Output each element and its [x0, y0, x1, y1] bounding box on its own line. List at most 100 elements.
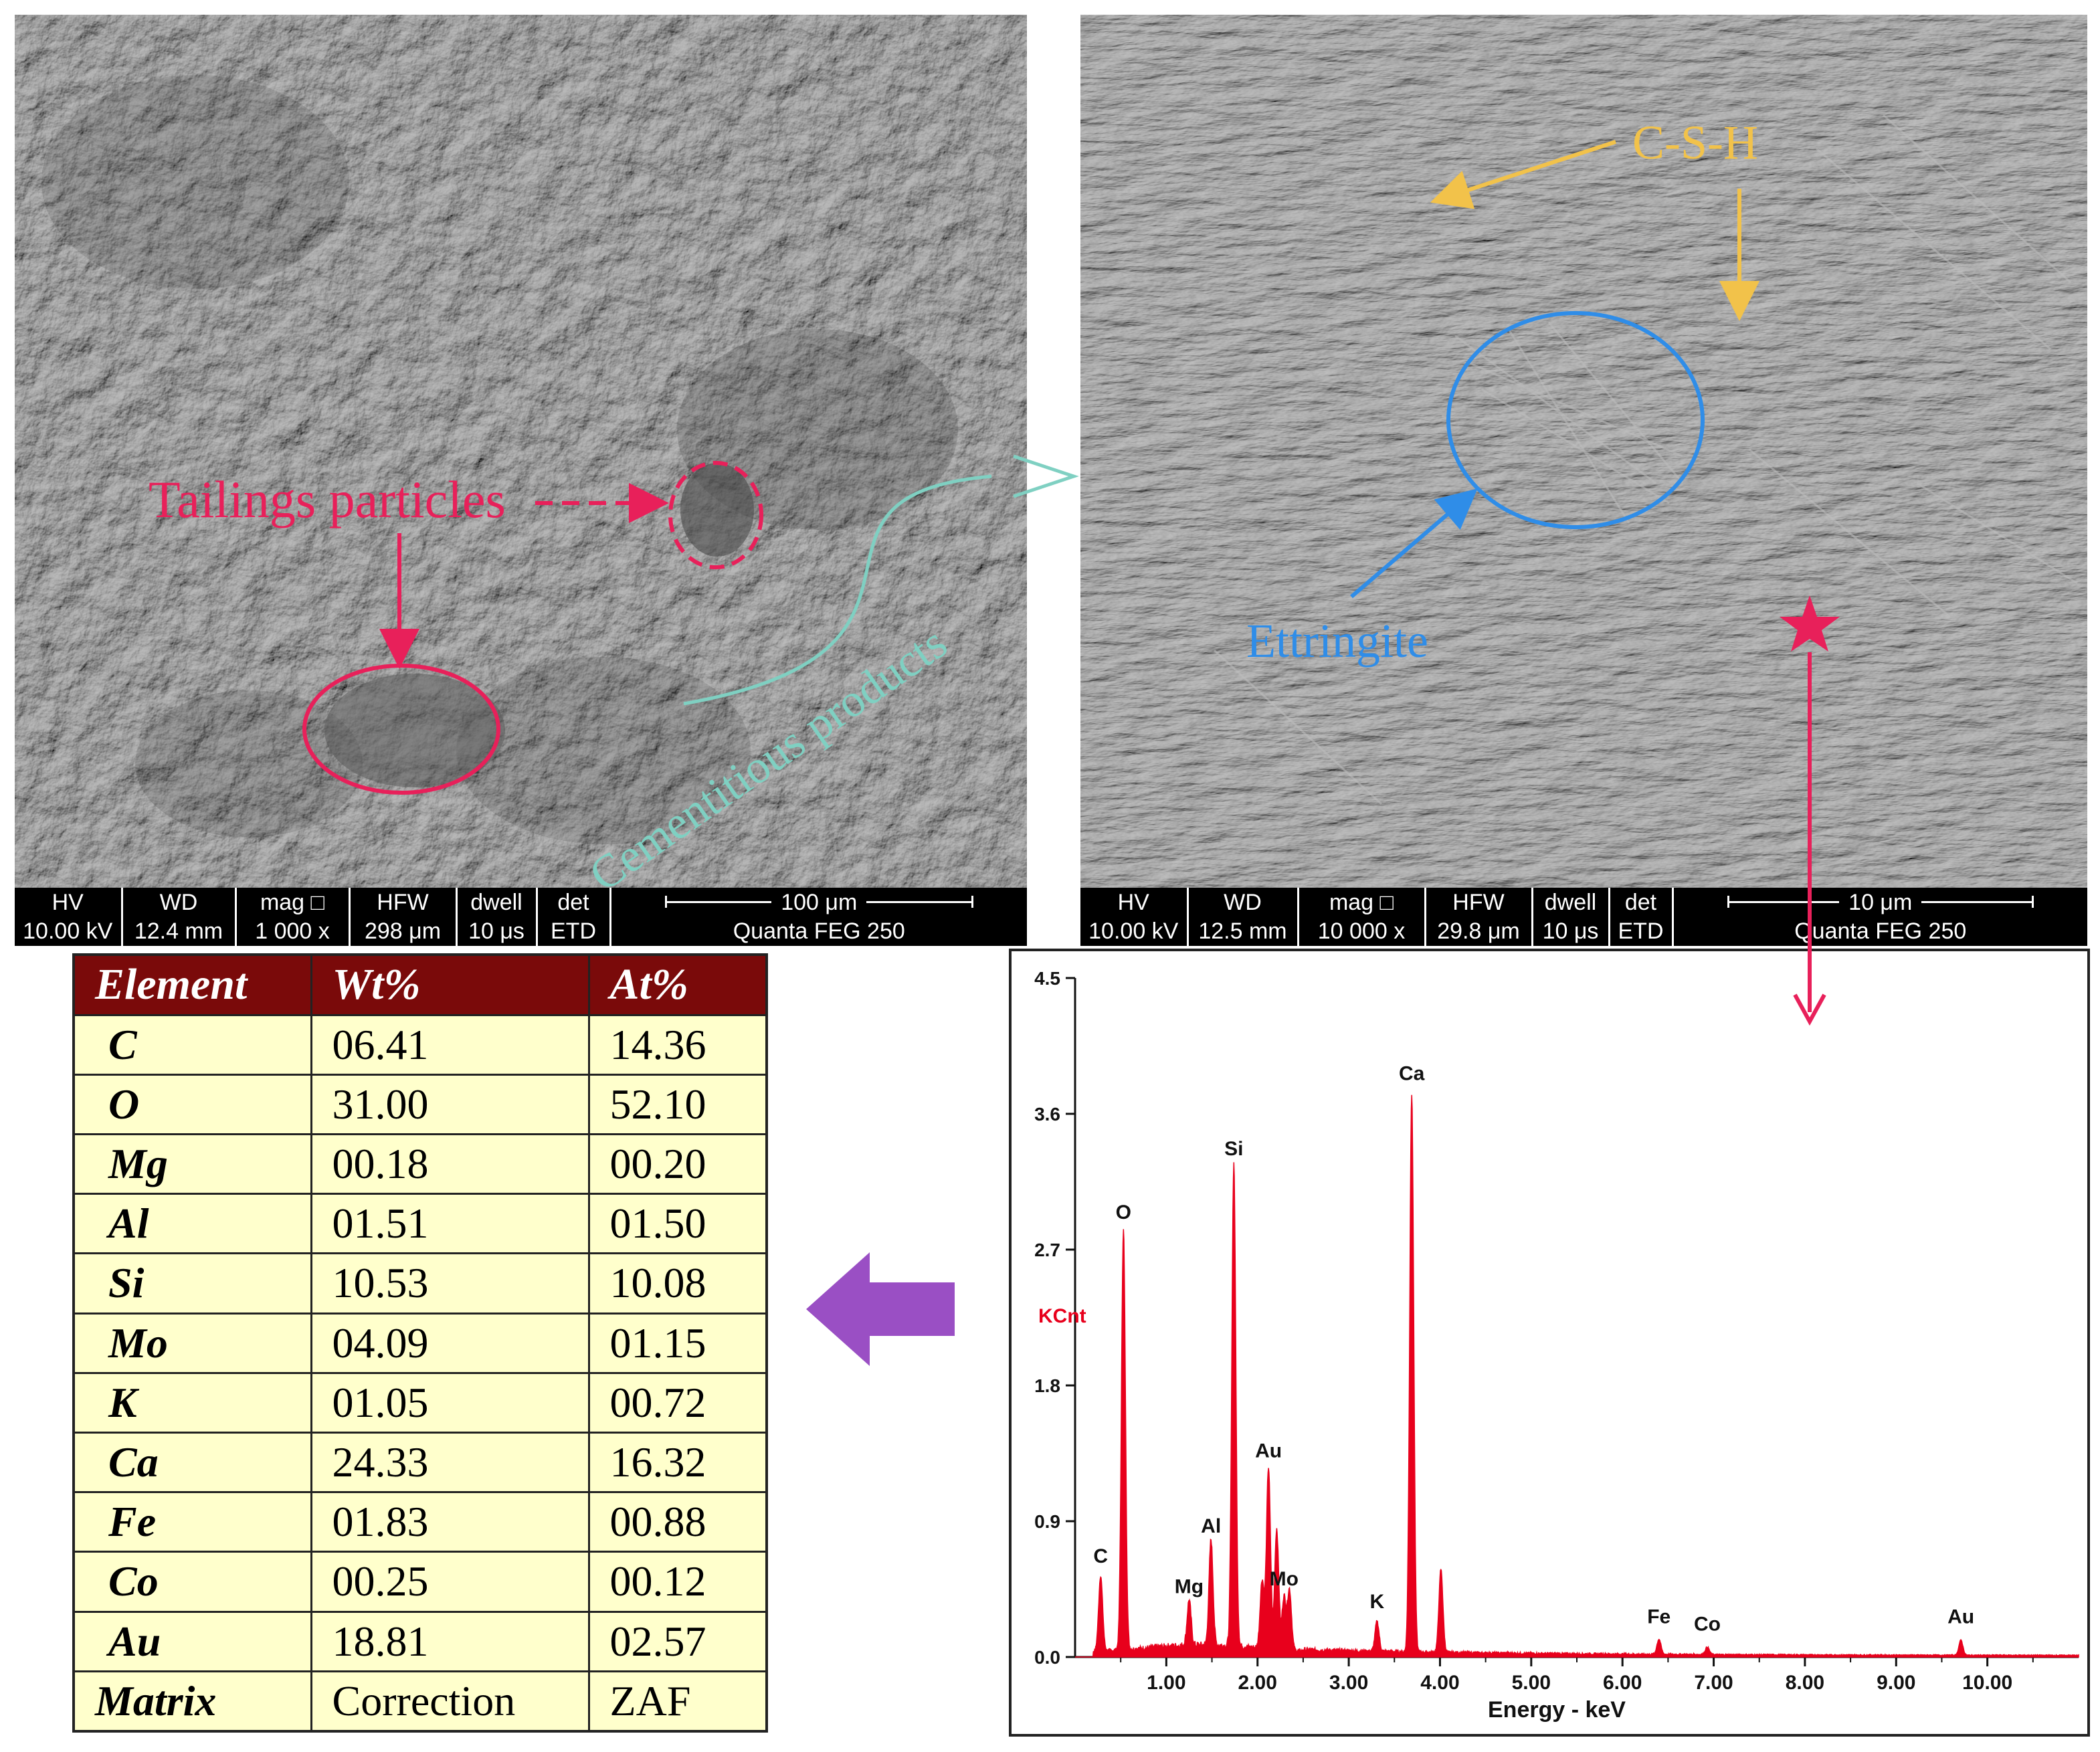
infobar-value-mag: 10 000 x [1298, 916, 1426, 946]
scale-bar-label: 10 μm [1839, 889, 1922, 915]
cell-at: 01.50 [587, 1193, 768, 1255]
cell-element: K [72, 1371, 312, 1434]
cell-wt: 01.83 [310, 1491, 590, 1553]
scale-bar-label: 100 μm [771, 889, 867, 915]
cell-at: 00.20 [587, 1133, 768, 1195]
infobar-header-wd: WD [122, 888, 237, 917]
cell-wt: 10.53 [310, 1252, 590, 1315]
annotation-layer-left [302, 461, 992, 795]
sem-micrograph-left [15, 15, 1027, 888]
cell-element: O [72, 1073, 312, 1135]
peak-label-c: C [1093, 1545, 1108, 1567]
infobar-header-det: det [537, 888, 611, 917]
scale-bar: 10 μm [1673, 888, 2087, 917]
csh-arrow-left [1430, 140, 1616, 209]
footer-cell: Matrix [72, 1670, 312, 1733]
table-row: Mg 00.18 00.20 [72, 1133, 768, 1195]
cell-at: 02.57 [587, 1610, 768, 1672]
infobar-value-mag: 1 000 x [235, 916, 351, 946]
table-header-row: Element Wt% At% [72, 953, 768, 1016]
y-tick-label: 4.5 [1034, 968, 1060, 989]
cell-element: Fe [72, 1491, 312, 1553]
peak-label-ca: Ca [1399, 1062, 1425, 1084]
cell-at: 14.36 [587, 1013, 768, 1076]
cell-element: Ca [72, 1431, 312, 1494]
ettringite-arrow [1350, 488, 1478, 599]
infobar-header-hv: HV [15, 888, 123, 917]
header-at: At% [587, 953, 768, 1016]
cell-at: 00.88 [587, 1491, 768, 1553]
table-footer-row: Matrix Correction ZAF [72, 1670, 768, 1733]
table-row: K 01.05 00.72 [72, 1371, 768, 1434]
cell-element: Mo [72, 1312, 312, 1374]
header-wt: Wt% [310, 953, 590, 1016]
infobar-header-det: det [1609, 888, 1674, 917]
scale-bar: 100 μm [610, 888, 1027, 917]
cell-at: 16.32 [587, 1431, 768, 1494]
cell-wt: 00.18 [310, 1133, 590, 1195]
infobar-value-hv: 10.00 kV [1080, 916, 1189, 946]
spectrum-series [1075, 1094, 2079, 1658]
infobar-value-hfw: 29.8 μm [1425, 916, 1533, 946]
footer-cell: ZAF [587, 1670, 768, 1733]
cell-at: 01.15 [587, 1312, 768, 1374]
sem-panel-left: Tailings particles Cementitious products… [15, 15, 1027, 946]
table-row: Ca 24.33 16.32 [72, 1431, 768, 1494]
large-particle-ellipse [302, 664, 500, 795]
ettringite-label: Ettringite [1246, 614, 1428, 668]
infobar-header-hv: HV [1080, 888, 1189, 917]
infobar-value-wd: 12.5 mm [1187, 916, 1299, 946]
tailings-particles-label: Tailings particles [149, 470, 506, 528]
panel-connector-arrowhead [1013, 454, 1079, 498]
cell-element: Si [72, 1252, 312, 1315]
x-tick-label: 9.00 [1877, 1672, 1915, 1694]
annotation-layer-right [1350, 140, 1840, 652]
infobar-header-mag: mag □ [235, 888, 351, 917]
cell-element: Au [72, 1610, 312, 1672]
cell-at: 00.12 [587, 1551, 768, 1613]
table-row: Co 00.25 00.12 [72, 1551, 768, 1613]
table-row: Al 01.51 01.50 [72, 1193, 768, 1255]
element-composition-table: Element Wt% At% C 06.41 14.36 O 31.00 52.10 Mg… [72, 953, 768, 1733]
infobar-value-dwell: 10 μs [456, 916, 538, 946]
curved-arrow-to-right-panel [683, 474, 992, 706]
footer-cell: Correction [310, 1670, 590, 1733]
sem-panel-right: C-S-H Ettringite HV WD mag □ HFW dwell d… [1080, 15, 2087, 946]
infobar-value-hfw: 298 μm [349, 916, 458, 946]
infobar-header-dwell: dwell [1532, 888, 1610, 917]
ettringite-ellipse [1446, 311, 1705, 529]
y-tick-label: 0.9 [1034, 1511, 1060, 1532]
table-row: Fe 01.83 00.88 [72, 1491, 768, 1553]
table-row: Au 18.81 02.57 [72, 1610, 768, 1672]
peak-label-al: Al [1201, 1515, 1221, 1537]
csh-label: C-S-H [1632, 116, 1759, 169]
header-element: Element [72, 953, 312, 1016]
x-tick-label: 6.00 [1603, 1672, 1642, 1694]
x-tick-label: 4.00 [1420, 1672, 1459, 1694]
infobar-header-hfw: HFW [349, 888, 458, 917]
x-tick-label: 8.00 [1786, 1672, 1824, 1694]
cell-at: 52.10 [587, 1073, 768, 1135]
cell-wt: 06.41 [310, 1013, 590, 1076]
peak-label-co: Co [1694, 1614, 1721, 1636]
table-row: O 31.00 52.10 [72, 1073, 768, 1135]
peak-label-si: Si [1224, 1138, 1243, 1160]
infobar-header-mag: mag □ [1298, 888, 1426, 917]
infobar-value-dwell: 10 μs [1532, 916, 1610, 946]
infobar-value-det: ETD [1609, 916, 1674, 946]
peak-label-o: O [1116, 1201, 1131, 1224]
cell-element: Co [72, 1551, 312, 1613]
cell-element: Mg [72, 1133, 312, 1195]
cell-wt: 24.33 [310, 1431, 590, 1494]
sem-infobar-left: HV WD mag □ HFW dwell det 100 μm 10.00 k… [15, 888, 1027, 946]
cell-wt: 31.00 [310, 1073, 590, 1135]
cell-wt: 01.05 [310, 1371, 590, 1434]
infobar-value-det: ETD [537, 916, 611, 946]
cell-at: 10.08 [587, 1252, 768, 1315]
purple-left-arrow [806, 1252, 955, 1366]
infobar-header-hfw: HFW [1425, 888, 1533, 917]
table-row: Si 10.53 10.08 [72, 1252, 768, 1315]
cell-wt: 18.81 [310, 1610, 590, 1672]
y-tick-label: 3.6 [1034, 1104, 1060, 1125]
small-particle-ellipse [668, 461, 763, 569]
